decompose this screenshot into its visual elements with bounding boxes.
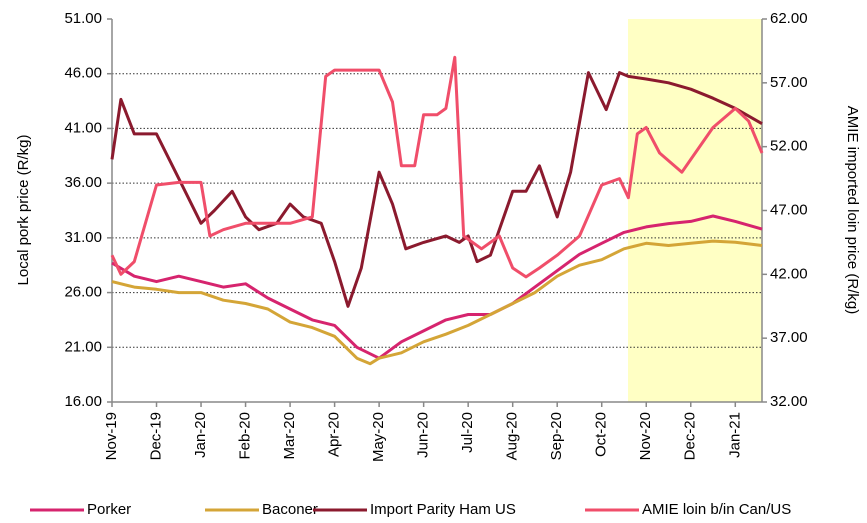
x-tick-label: Nov-20	[637, 412, 654, 460]
y2-tick-label: 52.00	[770, 138, 808, 155]
y2-axis-title: AMIE imported loin price (R/kg)	[844, 106, 861, 314]
legend-label: AMIE loin b/in Can/US	[642, 501, 791, 518]
legend-label: Import Parity Ham US	[370, 501, 516, 518]
y-tick-label: 36.00	[64, 174, 102, 191]
x-tick-label: Mar-20	[281, 412, 298, 460]
series-line	[111, 239, 763, 366]
y-tick-label: 31.00	[64, 229, 102, 246]
series-line	[111, 214, 763, 360]
y2-tick-label: 62.00	[770, 10, 808, 27]
x-tick-label: Aug-20	[504, 412, 521, 460]
y-axis-title: Local pork price (R/kg)	[15, 135, 32, 286]
legend-label: Porker	[87, 501, 131, 518]
x-tick-label: Jan-20	[192, 412, 209, 458]
series-line	[110, 71, 763, 308]
x-tick-label: Nov-19	[103, 412, 120, 460]
x-tick-label: Jun-20	[415, 412, 432, 458]
x-tick-label: May-20	[370, 412, 387, 462]
y2-tick-label: 47.00	[770, 201, 808, 218]
y2-tick-label: 57.00	[770, 74, 808, 91]
y-tick-label: 51.00	[64, 10, 102, 27]
y-tick-label: 26.00	[64, 284, 102, 301]
y-tick-label: 16.00	[64, 393, 102, 410]
x-tick-label: Oct-20	[593, 412, 610, 457]
x-tick-label: Feb-20	[237, 412, 254, 460]
x-tick-label: Dec-19	[147, 412, 164, 460]
y2-tick-label: 37.00	[770, 329, 808, 346]
x-tick-label: Apr-20	[326, 412, 343, 457]
x-tick-label: Jan-21	[726, 412, 743, 458]
x-tick-label: Dec-20	[682, 412, 699, 460]
series-line	[110, 55, 764, 279]
legend-label: Baconer	[262, 501, 318, 518]
y2-tick-label: 32.00	[770, 393, 808, 410]
x-tick-label: Sep-20	[548, 412, 565, 460]
y-tick-label: 21.00	[64, 338, 102, 355]
y-tick-label: 41.00	[64, 119, 102, 136]
forecast-shade	[628, 19, 762, 402]
y2-tick-label: 42.00	[770, 265, 808, 282]
y-tick-label: 46.00	[64, 65, 102, 82]
x-tick-label: Jul-20	[459, 412, 476, 453]
